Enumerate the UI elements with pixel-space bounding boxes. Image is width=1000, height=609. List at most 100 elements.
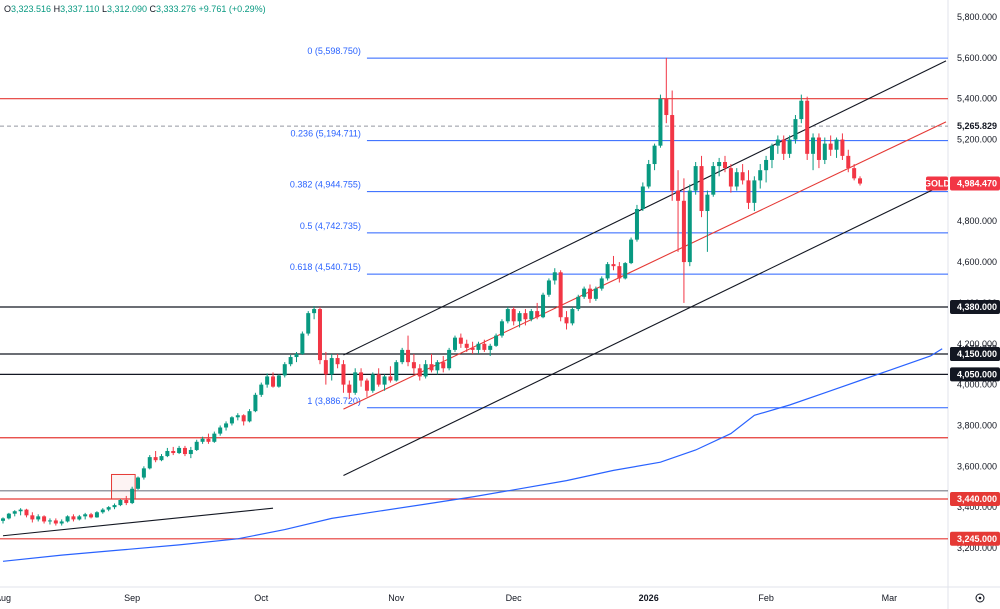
settings-icon-center	[978, 596, 982, 600]
candle-body	[417, 368, 422, 377]
candle-body	[224, 423, 229, 428]
candle-body	[558, 272, 563, 318]
candle-body	[805, 100, 810, 154]
candle-body	[165, 450, 170, 457]
candle-body	[746, 180, 751, 203]
fib-level-label: 1 (3,886.720)	[307, 396, 361, 406]
candle-body	[347, 384, 352, 393]
settings-icon[interactable]	[975, 593, 985, 603]
candle-body	[253, 394, 258, 412]
candle-body	[323, 360, 328, 375]
fib-level-label: 0.382 (4,944.755)	[290, 180, 361, 190]
candle-body	[411, 362, 416, 369]
fib-level-label: 0.236 (5,194.711)	[291, 129, 361, 139]
level-price-tag-bg	[950, 367, 1000, 382]
candle-body	[799, 100, 804, 120]
symbol-tag: GOLD	[924, 179, 950, 189]
candle-body	[24, 509, 29, 516]
candle-body	[300, 333, 305, 354]
candle-body	[511, 309, 516, 322]
price-axis-tick-label: 3,600.000	[957, 461, 997, 471]
candle-body	[141, 468, 146, 478]
ohlc-value: +9.761 (+0.29%)	[196, 4, 266, 14]
candle-body	[364, 380, 369, 391]
fib-level-label: 0.618 (4,540.715)	[290, 262, 361, 272]
candle-body	[100, 509, 105, 513]
candle-body	[218, 427, 223, 434]
level-price-tag: 4,150.000	[957, 349, 997, 359]
candle-body	[282, 364, 287, 376]
candle-body	[36, 516, 41, 520]
candle-body	[312, 309, 317, 314]
candle-body	[112, 505, 117, 508]
candle-body	[564, 317, 569, 324]
price-axis-tick-label: 3,800.000	[957, 420, 997, 430]
candle-body	[852, 168, 857, 179]
candle-body	[124, 500, 129, 504]
candle-body	[235, 415, 240, 418]
candle-body	[793, 119, 798, 140]
candle-body	[781, 139, 786, 154]
candle-body	[177, 447, 182, 454]
candle-body	[670, 115, 675, 191]
candle-body	[617, 266, 622, 279]
candle-body	[464, 343, 469, 348]
last-price-tag-bg	[950, 176, 1000, 191]
candle-body	[53, 520, 58, 524]
candle-body	[171, 450, 176, 454]
price-axis-tick-label: 4,000.000	[957, 380, 997, 390]
ohlc-value: C	[147, 4, 157, 14]
candle-body	[394, 362, 399, 381]
candle-body	[118, 500, 123, 506]
candle-body	[728, 168, 733, 187]
price-axis-tick-label: 5,800.000	[957, 12, 997, 22]
candle-body	[335, 358, 340, 365]
level-price-tag-bg	[950, 531, 1000, 546]
candle-body	[816, 137, 821, 160]
candle-body	[200, 438, 205, 442]
candle-body	[764, 159, 769, 171]
candle-body	[130, 488, 135, 504]
candle-body	[687, 190, 692, 263]
candle-body	[476, 343, 481, 350]
candle-body	[634, 208, 639, 240]
candle-body	[599, 278, 604, 289]
candle-body	[811, 137, 816, 154]
candle-body	[693, 166, 698, 191]
candle-body	[605, 264, 610, 279]
candle-body	[711, 166, 716, 195]
candle-body	[576, 296, 581, 310]
symbol-tag-bg	[926, 176, 948, 191]
candle-body	[359, 372, 364, 381]
candle-body	[452, 337, 457, 350]
candle-body	[276, 375, 281, 387]
candle-body	[470, 347, 475, 350]
ohlc-value: 3,337.110	[60, 4, 99, 14]
candle-body	[441, 362, 446, 369]
candle-body	[494, 335, 499, 346]
candle-body	[83, 514, 88, 517]
candle-body	[400, 349, 405, 363]
candle-body	[529, 311, 534, 320]
price-axis-tick-label: 5,200.000	[957, 135, 997, 145]
candle-body	[42, 516, 47, 522]
price-axis-tick-label: 5,600.000	[957, 53, 997, 63]
candle-body	[294, 353, 299, 358]
candle-body	[611, 264, 616, 267]
candle-body	[65, 516, 70, 522]
ohlc-value: O	[4, 4, 11, 14]
candle-body	[447, 349, 452, 369]
candle-body	[658, 98, 663, 146]
candle-body	[570, 309, 575, 324]
channel-middle-line	[343, 121, 947, 410]
candle-body	[676, 190, 681, 201]
dashed-level-tag: 5,265.829	[957, 121, 997, 131]
candle-body	[194, 441, 199, 450]
candle-body	[247, 411, 252, 422]
candle-body	[429, 364, 434, 371]
candle-body	[47, 520, 52, 522]
ohlc-value: H	[51, 4, 60, 14]
candle-body	[370, 374, 375, 391]
